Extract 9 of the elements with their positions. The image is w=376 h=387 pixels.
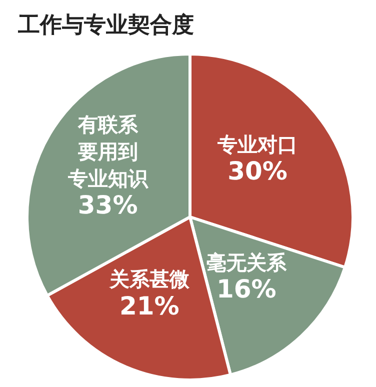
slice-label: 专业对口 bbox=[216, 132, 298, 156]
slice-label: 毫无关系 bbox=[206, 250, 288, 274]
chart-title: 工作与专业契合度 bbox=[18, 12, 194, 40]
data-label: 30% bbox=[228, 156, 288, 186]
data-label: 16% bbox=[216, 274, 276, 304]
data-label: 21% bbox=[119, 292, 180, 321]
data-label: 33% bbox=[78, 190, 138, 220]
slice-label: 有联系要用到专业知识 bbox=[66, 112, 149, 190]
slice-label: 关系甚微 bbox=[108, 267, 190, 292]
